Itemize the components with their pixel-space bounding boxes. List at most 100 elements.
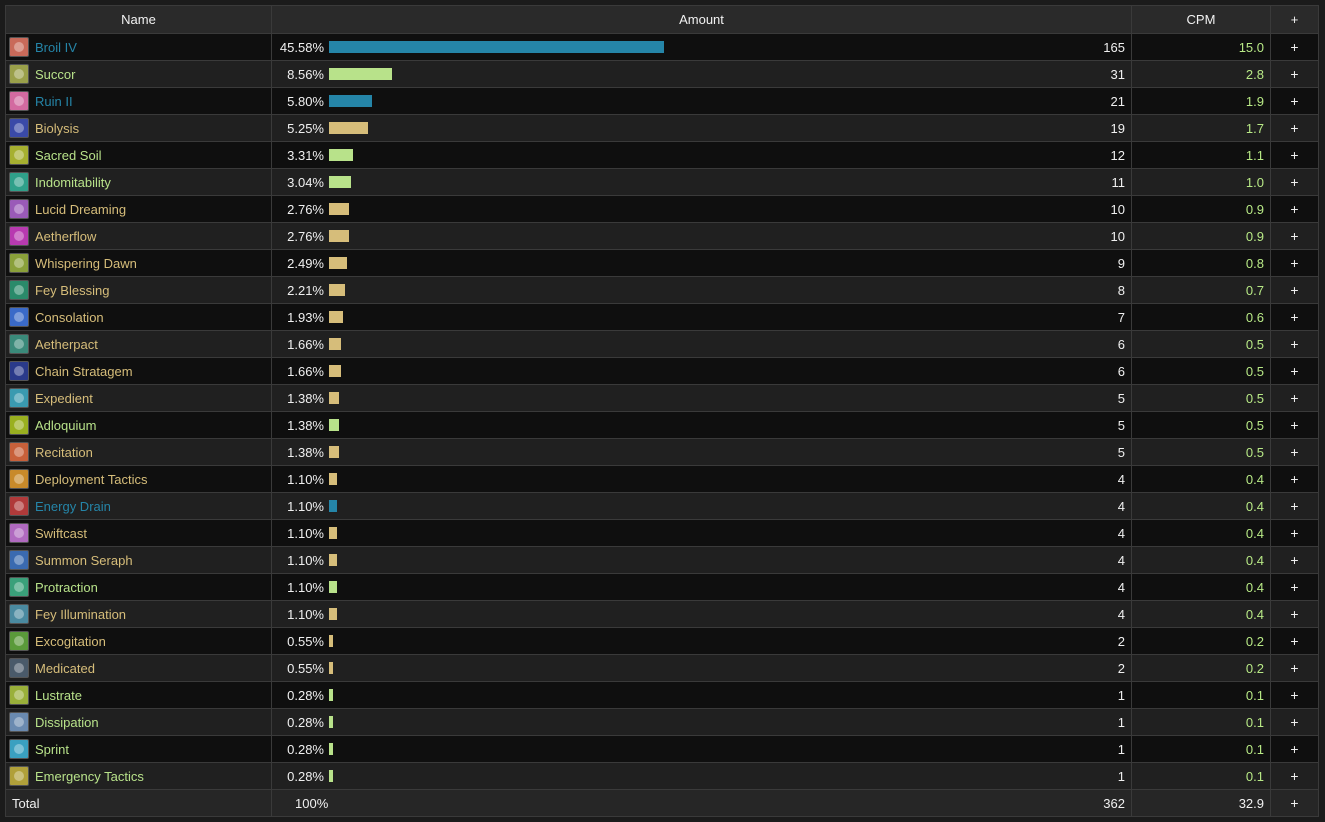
ability-name[interactable]: Biolysis: [35, 120, 80, 136]
name-cell[interactable]: Broil IV: [5, 33, 272, 61]
name-cell[interactable]: Energy Drain: [5, 492, 272, 520]
table-row[interactable]: Sprint 0.28% 1 0.1 +: [5, 735, 1319, 763]
expand-plus-button[interactable]: +: [1270, 573, 1319, 601]
ability-name[interactable]: Lucid Dreaming: [35, 201, 127, 217]
expand-plus-button[interactable]: +: [1270, 762, 1319, 790]
table-row[interactable]: Fey Illumination 1.10% 4 0.4 +: [5, 600, 1319, 628]
ability-name[interactable]: Deployment Tactics: [35, 471, 148, 487]
expand-plus-button[interactable]: +: [1270, 276, 1319, 304]
name-cell[interactable]: Indomitability: [5, 168, 272, 196]
table-row[interactable]: Swiftcast 1.10% 4 0.4 +: [5, 519, 1319, 547]
table-row[interactable]: Protraction 1.10% 4 0.4 +: [5, 573, 1319, 601]
table-row[interactable]: Emergency Tactics 0.28% 1 0.1 +: [5, 762, 1319, 790]
name-cell[interactable]: Chain Stratagem: [5, 357, 272, 385]
expand-plus-button[interactable]: +: [1270, 465, 1319, 493]
table-row[interactable]: Expedient 1.38% 5 0.5 +: [5, 384, 1319, 412]
expand-plus-button[interactable]: +: [1270, 654, 1319, 682]
ability-name[interactable]: Swiftcast: [35, 525, 88, 541]
name-cell[interactable]: Excogitation: [5, 627, 272, 655]
ability-name[interactable]: Sprint: [35, 741, 69, 757]
ability-name[interactable]: Adloquium: [35, 417, 97, 433]
expand-plus-button[interactable]: +: [1270, 303, 1319, 331]
expand-plus-button[interactable]: +: [1270, 600, 1319, 628]
expand-plus-button[interactable]: +: [1270, 195, 1319, 223]
expand-plus-button[interactable]: +: [1270, 627, 1319, 655]
name-cell[interactable]: Ruin II: [5, 87, 272, 115]
name-cell[interactable]: Fey Illumination: [5, 600, 272, 628]
expand-plus-button[interactable]: +: [1270, 357, 1319, 385]
table-row[interactable]: Summon Seraph 1.10% 4 0.4 +: [5, 546, 1319, 574]
ability-name[interactable]: Expedient: [35, 390, 93, 406]
name-cell[interactable]: Aetherflow: [5, 222, 272, 250]
expand-plus-button[interactable]: +: [1270, 222, 1319, 250]
expand-plus-button[interactable]: +: [1270, 519, 1319, 547]
name-cell[interactable]: Sprint: [5, 735, 272, 763]
ability-name[interactable]: Dissipation: [35, 714, 99, 730]
expand-plus-button[interactable]: +: [1270, 114, 1319, 142]
name-cell[interactable]: Aetherpact: [5, 330, 272, 358]
ability-name[interactable]: Fey Blessing: [35, 282, 110, 298]
name-cell[interactable]: Adloquium: [5, 411, 272, 439]
ability-name[interactable]: Protraction: [35, 579, 98, 595]
expand-plus-button[interactable]: +: [1270, 141, 1319, 169]
ability-name[interactable]: Whispering Dawn: [35, 255, 137, 271]
table-row[interactable]: Succor 8.56% 31 2.8 +: [5, 60, 1319, 88]
table-row[interactable]: Broil IV 45.58% 165 15.0 +: [5, 33, 1319, 61]
expand-plus-button[interactable]: +: [1270, 438, 1319, 466]
table-row[interactable]: Lucid Dreaming 2.76% 10 0.9 +: [5, 195, 1319, 223]
ability-name[interactable]: Chain Stratagem: [35, 363, 133, 379]
table-row[interactable]: Aetherpact 1.66% 6 0.5 +: [5, 330, 1319, 358]
expand-plus-button[interactable]: +: [1270, 330, 1319, 358]
ability-name[interactable]: Consolation: [35, 309, 104, 325]
column-header-plus-button[interactable]: +: [1270, 5, 1319, 34]
ability-name[interactable]: Succor: [35, 66, 76, 82]
ability-name[interactable]: Fey Illumination: [35, 606, 127, 622]
ability-name[interactable]: Medicated: [35, 660, 95, 676]
table-row[interactable]: Ruin II 5.80% 21 1.9 +: [5, 87, 1319, 115]
name-cell[interactable]: Summon Seraph: [5, 546, 272, 574]
expand-plus-button[interactable]: +: [1270, 546, 1319, 574]
table-row[interactable]: Recitation 1.38% 5 0.5 +: [5, 438, 1319, 466]
ability-name[interactable]: Emergency Tactics: [35, 768, 144, 784]
table-row[interactable]: Indomitability 3.04% 11 1.0 +: [5, 168, 1319, 196]
table-row[interactable]: Adloquium 1.38% 5 0.5 +: [5, 411, 1319, 439]
name-cell[interactable]: Deployment Tactics: [5, 465, 272, 493]
expand-plus-button[interactable]: +: [1270, 492, 1319, 520]
name-cell[interactable]: Lucid Dreaming: [5, 195, 272, 223]
name-cell[interactable]: Protraction: [5, 573, 272, 601]
ability-name[interactable]: Aetherpact: [35, 336, 98, 352]
total-plus-button[interactable]: +: [1270, 789, 1319, 817]
expand-plus-button[interactable]: +: [1270, 384, 1319, 412]
name-cell[interactable]: Biolysis: [5, 114, 272, 142]
name-cell[interactable]: Succor: [5, 60, 272, 88]
ability-name[interactable]: Broil IV: [35, 39, 77, 55]
ability-name[interactable]: Aetherflow: [35, 228, 97, 244]
name-cell[interactable]: Sacred Soil: [5, 141, 272, 169]
table-row[interactable]: Lustrate 0.28% 1 0.1 +: [5, 681, 1319, 709]
ability-name[interactable]: Indomitability: [35, 174, 111, 190]
column-header-cpm[interactable]: CPM: [1131, 5, 1271, 34]
name-cell[interactable]: Recitation: [5, 438, 272, 466]
ability-name[interactable]: Sacred Soil: [35, 147, 102, 163]
ability-name[interactable]: Excogitation: [35, 633, 106, 649]
ability-name[interactable]: Ruin II: [35, 93, 73, 109]
name-cell[interactable]: Consolation: [5, 303, 272, 331]
table-row[interactable]: Energy Drain 1.10% 4 0.4 +: [5, 492, 1319, 520]
ability-name[interactable]: Energy Drain: [35, 498, 111, 514]
expand-plus-button[interactable]: +: [1270, 681, 1319, 709]
name-cell[interactable]: Expedient: [5, 384, 272, 412]
table-row[interactable]: Aetherflow 2.76% 10 0.9 +: [5, 222, 1319, 250]
expand-plus-button[interactable]: +: [1270, 60, 1319, 88]
column-header-name[interactable]: Name: [5, 5, 272, 34]
expand-plus-button[interactable]: +: [1270, 708, 1319, 736]
name-cell[interactable]: Emergency Tactics: [5, 762, 272, 790]
table-row[interactable]: Excogitation 0.55% 2 0.2 +: [5, 627, 1319, 655]
ability-name[interactable]: Summon Seraph: [35, 552, 133, 568]
table-row[interactable]: Sacred Soil 3.31% 12 1.1 +: [5, 141, 1319, 169]
expand-plus-button[interactable]: +: [1270, 411, 1319, 439]
expand-plus-button[interactable]: +: [1270, 735, 1319, 763]
table-row[interactable]: Medicated 0.55% 2 0.2 +: [5, 654, 1319, 682]
expand-plus-button[interactable]: +: [1270, 249, 1319, 277]
name-cell[interactable]: Swiftcast: [5, 519, 272, 547]
table-row[interactable]: Chain Stratagem 1.66% 6 0.5 +: [5, 357, 1319, 385]
